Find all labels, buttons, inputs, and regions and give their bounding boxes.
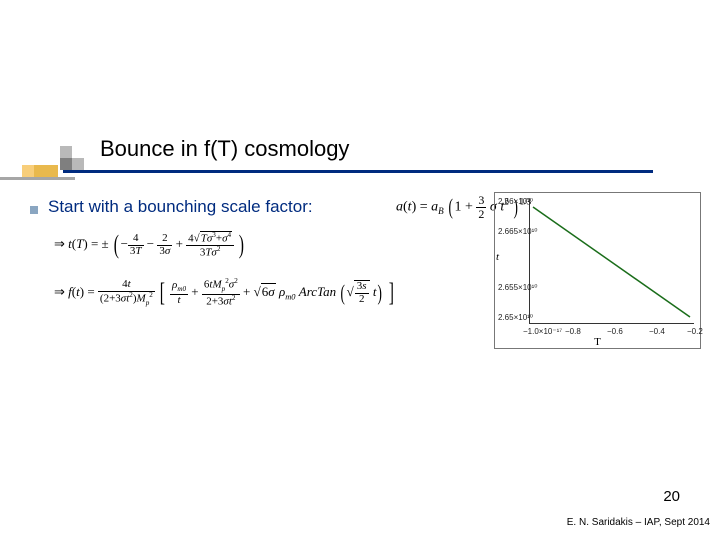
eq-f-of-t: ⇒ f(t) = 4t(2+3σt2)Mp2 [ ρm0t + 6tMp2σ22…: [54, 278, 396, 308]
chart-xtick: −0.4: [649, 327, 665, 336]
body-text: Start with a bounching scale factor:: [48, 197, 313, 217]
eq-t-of-T: ⇒ t(T) = ± (−43T − 23σ + 4√Tσ3+σ43Tσ2 ): [54, 230, 246, 260]
page-number: 20: [663, 488, 680, 505]
chart-t-vs-T: t T 2.66×10¹⁰ 2.665×10¹⁰ 2.655×10¹⁰ 2.65…: [494, 192, 701, 349]
footnote: E. N. Saridakis – IAP, Sept 2014: [567, 517, 710, 528]
chart-ytick: 2.66×10¹⁰: [498, 197, 533, 206]
decor-line-gray: [0, 177, 75, 180]
chart-ytick: 2.65×10¹⁰: [498, 313, 533, 322]
decor-square-gray-1: [60, 146, 72, 158]
decor-square-gray-3: [72, 158, 84, 170]
decor-line-blue: [63, 170, 653, 173]
decor-square-yellow-1: [22, 165, 34, 177]
decor-square-yellow-2: [34, 165, 58, 177]
chart-xtick: −0.2: [687, 327, 703, 336]
chart-xtick: −0.6: [607, 327, 623, 336]
slide-title: Bounce in f(T) cosmology: [100, 136, 349, 162]
bullet-icon: [30, 206, 38, 214]
chart-xtick: −0.8: [565, 327, 581, 336]
decor-square-gray-2: [60, 158, 72, 170]
chart-line: [529, 199, 694, 324]
chart-x-label: T: [495, 336, 700, 348]
slide: Bounce in f(T) cosmology Start with a bo…: [0, 0, 720, 540]
chart-xtick: −1.0×10⁻¹⁷: [523, 327, 562, 336]
chart-y-label: t: [496, 251, 499, 263]
